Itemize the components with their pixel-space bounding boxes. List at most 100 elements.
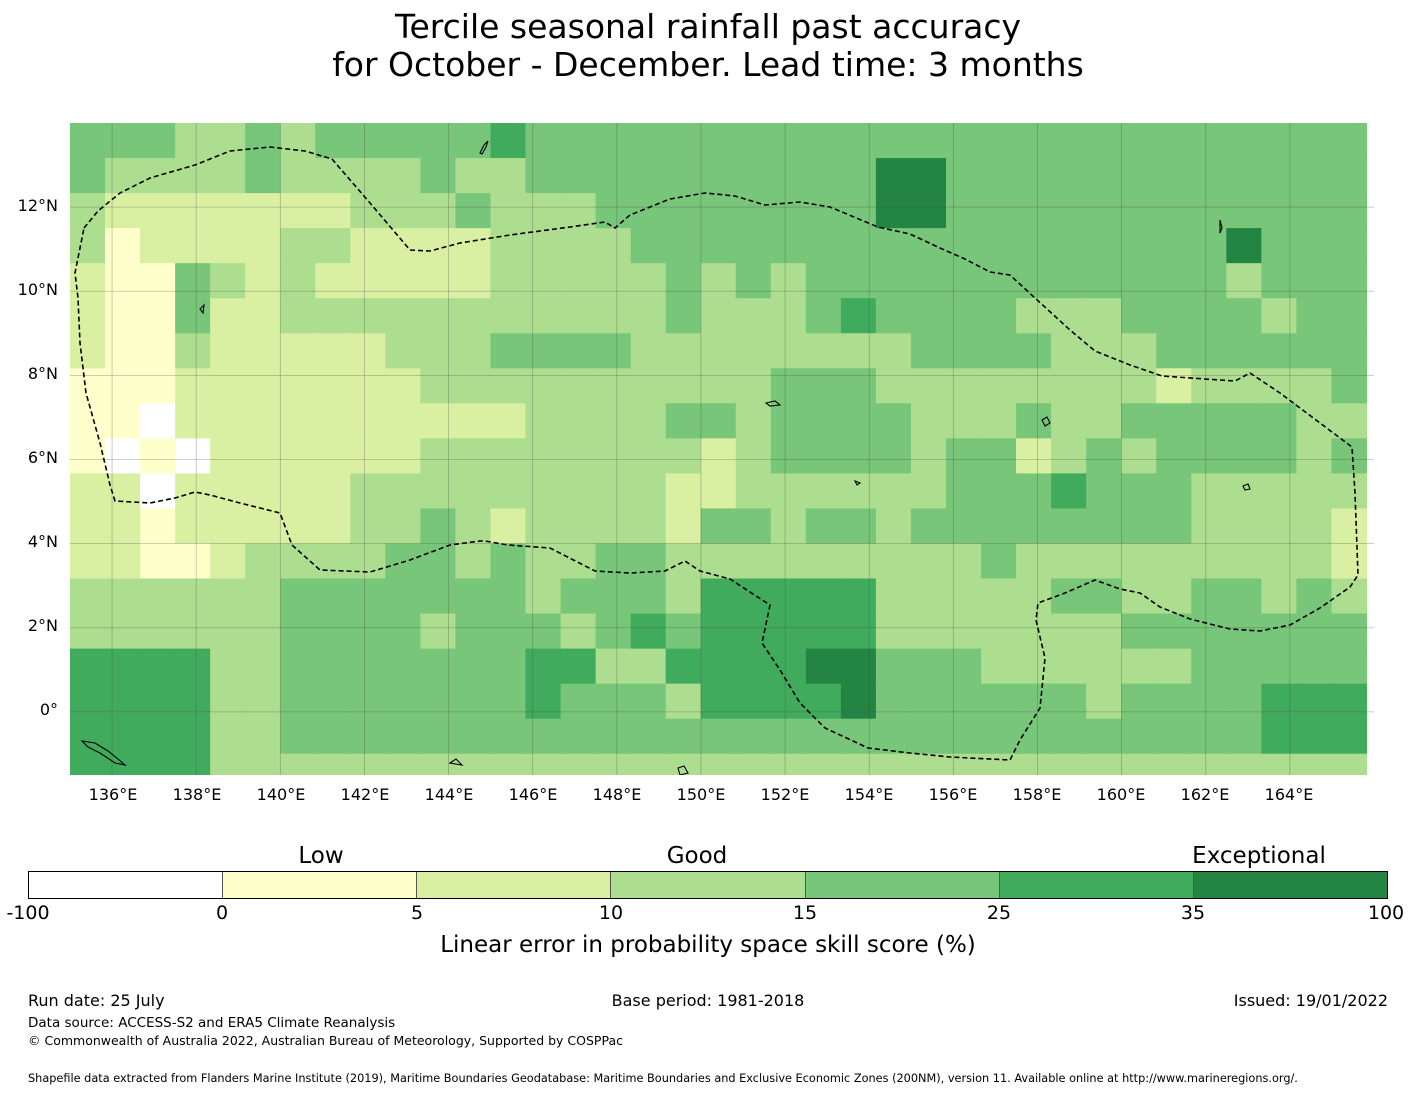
category-label-exceptional: Exceptional <box>1192 843 1326 869</box>
skill-cell <box>630 193 667 229</box>
skill-cell <box>1051 473 1087 510</box>
skill-cell <box>665 403 702 439</box>
skill-cell <box>385 263 421 299</box>
skill-cell <box>945 508 982 545</box>
skill-cell <box>140 298 176 334</box>
skill-cell <box>420 613 457 650</box>
skill-cell <box>525 438 562 474</box>
skill-cell <box>1086 683 1122 720</box>
skill-cell <box>770 508 807 545</box>
skill-cell <box>1016 438 1052 474</box>
skill-cell <box>665 613 702 650</box>
skill-cell <box>560 298 597 334</box>
skill-cell <box>385 648 421 685</box>
skill-cell <box>1261 683 1297 720</box>
colorbar-tick: 15 <box>792 902 818 924</box>
skill-cell <box>560 613 597 650</box>
skill-cell <box>70 298 106 334</box>
skill-cell <box>1121 578 1157 615</box>
skill-cell <box>981 578 1017 615</box>
skill-cell <box>595 228 632 264</box>
skill-cell <box>385 193 421 229</box>
skill-cell <box>1191 228 1227 264</box>
colorbar-segment-6 <box>999 872 1194 898</box>
skill-cell <box>770 683 807 720</box>
skill-cell <box>981 333 1017 369</box>
skill-cell <box>315 403 351 439</box>
skill-cell <box>735 123 772 159</box>
skill-cell <box>700 263 737 299</box>
skill-cell <box>910 403 947 439</box>
skill-cell <box>245 473 281 510</box>
skill-cell <box>1331 613 1368 650</box>
skill-cell <box>140 123 176 159</box>
skill-cell <box>805 333 842 369</box>
skill-cell <box>1296 263 1333 299</box>
skill-cell <box>70 403 106 439</box>
skill-cell <box>175 403 211 439</box>
skill-cell <box>455 228 492 264</box>
skill-cell <box>385 438 421 474</box>
skill-cell <box>1086 123 1122 159</box>
skill-cell <box>385 298 421 334</box>
skill-cell <box>280 298 316 334</box>
skill-cell <box>981 123 1017 159</box>
skill-cell <box>525 543 562 580</box>
skill-cell <box>105 578 141 615</box>
skill-cell <box>315 508 351 545</box>
skill-cell <box>105 403 141 439</box>
skill-cell <box>455 683 492 720</box>
skill-cell <box>770 718 807 755</box>
lon-label-150e: 150°E <box>676 785 726 804</box>
skill-cell <box>490 228 527 264</box>
skill-cell <box>981 298 1017 334</box>
skill-cell <box>210 613 246 650</box>
skill-cell <box>245 228 281 264</box>
skill-cell <box>1016 158 1052 194</box>
skill-cell <box>1016 613 1052 650</box>
skill-cell <box>945 158 982 194</box>
skill-cell <box>525 403 562 439</box>
skill-cell <box>1261 333 1297 369</box>
skill-cell <box>280 228 316 264</box>
skill-cell <box>490 193 527 229</box>
skill-cell <box>630 368 667 404</box>
skill-cell <box>490 263 527 299</box>
skill-cell <box>175 753 211 775</box>
skill-cell <box>1191 578 1227 615</box>
skill-cell <box>700 333 737 369</box>
skill-cell <box>910 473 947 510</box>
category-label-low: Low <box>298 843 344 869</box>
skill-cell <box>245 193 281 229</box>
skill-cell <box>1296 613 1333 650</box>
skill-cell <box>385 228 421 264</box>
skill-cell <box>805 648 842 685</box>
skill-cell <box>1226 613 1262 650</box>
skill-cell <box>455 368 492 404</box>
skill-cell <box>315 263 351 299</box>
skill-cell <box>981 403 1017 439</box>
skill-cell <box>1086 333 1122 369</box>
lon-label-156e: 156°E <box>928 785 978 804</box>
skill-cell <box>595 298 632 334</box>
skill-cell <box>1331 508 1368 545</box>
skill-cell <box>910 543 947 580</box>
skill-cell <box>1226 683 1262 720</box>
skill-cell <box>245 578 281 615</box>
colorbar-tick: 5 <box>410 902 424 924</box>
skill-cell <box>700 403 737 439</box>
copyright-notice: © Commonwealth of Australia 2022, Austra… <box>28 1033 623 1048</box>
skill-cell <box>385 368 421 404</box>
colorbar-segment-4 <box>611 872 806 898</box>
skill-cell <box>945 123 982 159</box>
skill-cell <box>1121 648 1157 685</box>
skill-cell <box>945 193 982 229</box>
skill-cell <box>315 648 351 685</box>
skill-cell <box>805 298 842 334</box>
skill-cell <box>315 158 351 194</box>
skill-cell <box>630 543 667 580</box>
skill-cell <box>175 543 211 580</box>
skill-cell <box>455 438 492 474</box>
skill-cell <box>420 718 457 755</box>
skill-cell <box>1226 753 1262 775</box>
